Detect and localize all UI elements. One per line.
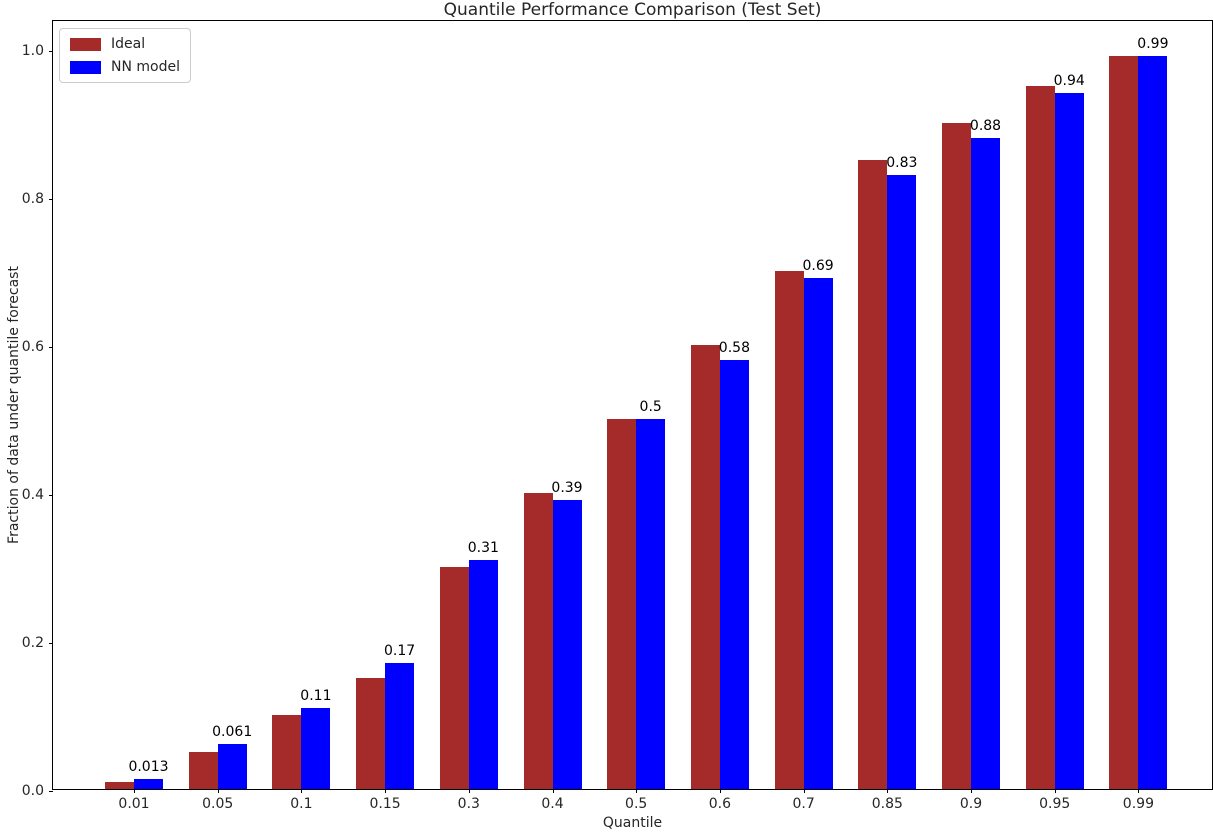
legend-item-nn-model: NN model — [70, 59, 180, 75]
bar-ideal — [356, 677, 386, 789]
bar-nn-model — [552, 500, 582, 789]
x-tick-label: 0.85 — [871, 796, 903, 812]
x-tick-label: 0.05 — [202, 796, 234, 812]
x-tick — [719, 789, 721, 793]
x-tick — [134, 789, 135, 793]
y-tick — [49, 791, 53, 792]
y-axis-label: Fraction of data under quantile forecast — [6, 266, 22, 544]
bar-ideal — [1025, 85, 1055, 789]
bar-ideal — [858, 159, 888, 789]
bar-ideal — [523, 492, 553, 789]
bar-nn-model — [636, 418, 666, 789]
legend-swatch-ideal — [70, 37, 101, 51]
x-tick — [887, 789, 889, 793]
bar-value-label: 0.17 — [384, 643, 416, 660]
bar-value-label: 0.11 — [300, 687, 332, 704]
y-tick-label: 0.6 — [21, 338, 44, 355]
bar-value-label: 0.99 — [1137, 36, 1169, 52]
y-tick-label: 0.8 — [21, 190, 44, 207]
bar-nn-model — [719, 359, 749, 789]
y-tick-label: 0.0 — [21, 783, 44, 799]
legend-label-ideal: Ideal — [111, 36, 146, 52]
plot-area: Ideal NN model 0.013 0.01 0.061 0.05 0.11 0.1… — [22, 20, 1213, 812]
bar-nn-model — [217, 743, 247, 789]
bar-value-label: 0.83 — [886, 154, 918, 171]
bar-ideal — [439, 566, 469, 789]
x-tick — [468, 789, 470, 793]
bar-value-label: 0.5 — [639, 398, 662, 415]
x-tick-label: 0.01 — [118, 796, 150, 812]
bar-nn-model — [134, 779, 163, 789]
x-tick — [1138, 789, 1140, 793]
bar-value-label: 0.69 — [802, 258, 834, 275]
x-axis-label: Quantile — [602, 815, 663, 831]
x-tick-label: 0.95 — [1039, 796, 1071, 812]
bar-ideal — [774, 270, 804, 789]
bar-ideal — [1109, 56, 1139, 789]
x-tick — [385, 789, 387, 793]
bar-ideal — [690, 344, 720, 789]
bar-value-label: 0.061 — [212, 723, 253, 740]
bar-nn-model — [385, 663, 415, 789]
x-tick — [552, 789, 554, 793]
y-tick — [49, 198, 53, 200]
bar-value-label: 0.88 — [969, 117, 1002, 134]
bar-ideal — [105, 781, 134, 789]
y-tick — [49, 346, 53, 348]
bar-nn-model — [887, 174, 917, 789]
y-tick-label: 0.4 — [21, 486, 44, 503]
chart-title: Quantile Performance Comparison (Test Se… — [443, 0, 822, 20]
bar-value-label: 0.39 — [551, 480, 583, 497]
y-tick — [49, 494, 53, 496]
x-tick-label: 0.7 — [792, 796, 815, 812]
y-tick-label: 1.0 — [21, 42, 44, 59]
bar-ideal — [942, 122, 971, 789]
bar-value-label: 0.58 — [718, 339, 750, 356]
x-tick-label: 0.6 — [708, 796, 732, 812]
x-tick — [971, 789, 972, 793]
x-tick-label: 0.1 — [290, 796, 313, 812]
x-tick — [636, 789, 638, 793]
bar-value-label: 0.94 — [1053, 73, 1085, 89]
bar-nn-model — [301, 707, 331, 789]
bar-nn-model — [468, 559, 498, 789]
bar-nn-model — [971, 137, 1000, 789]
x-tick-label: 0.99 — [1122, 796, 1154, 812]
x-tick-label: 0.3 — [457, 796, 480, 812]
x-tick — [217, 789, 219, 793]
bar-ideal — [188, 752, 218, 789]
x-tick-label: 0.15 — [369, 796, 401, 812]
legend-item-ideal: Ideal — [70, 36, 180, 52]
bar-nn-model — [803, 278, 833, 789]
bar-value-label: 0.31 — [467, 539, 499, 556]
x-tick-label: 0.5 — [625, 796, 648, 812]
x-tick — [1054, 789, 1056, 793]
y-tick — [49, 50, 53, 52]
x-tick-label: 0.9 — [959, 796, 983, 812]
bar-ideal — [607, 418, 637, 789]
y-tick — [49, 642, 53, 644]
x-tick — [301, 789, 303, 793]
bar-value-label: 0.013 — [128, 759, 169, 776]
legend-label-nn-model: NN model — [111, 59, 180, 75]
y-tick-label: 0.2 — [21, 634, 44, 651]
legend-swatch-nn-model — [70, 60, 101, 74]
legend: Ideal NN model — [59, 28, 191, 83]
bar-ideal — [272, 715, 302, 789]
bar-nn-model — [1054, 93, 1084, 789]
x-tick-label: 0.4 — [541, 796, 564, 812]
x-tick — [803, 789, 805, 793]
bar-nn-model — [1138, 56, 1168, 789]
